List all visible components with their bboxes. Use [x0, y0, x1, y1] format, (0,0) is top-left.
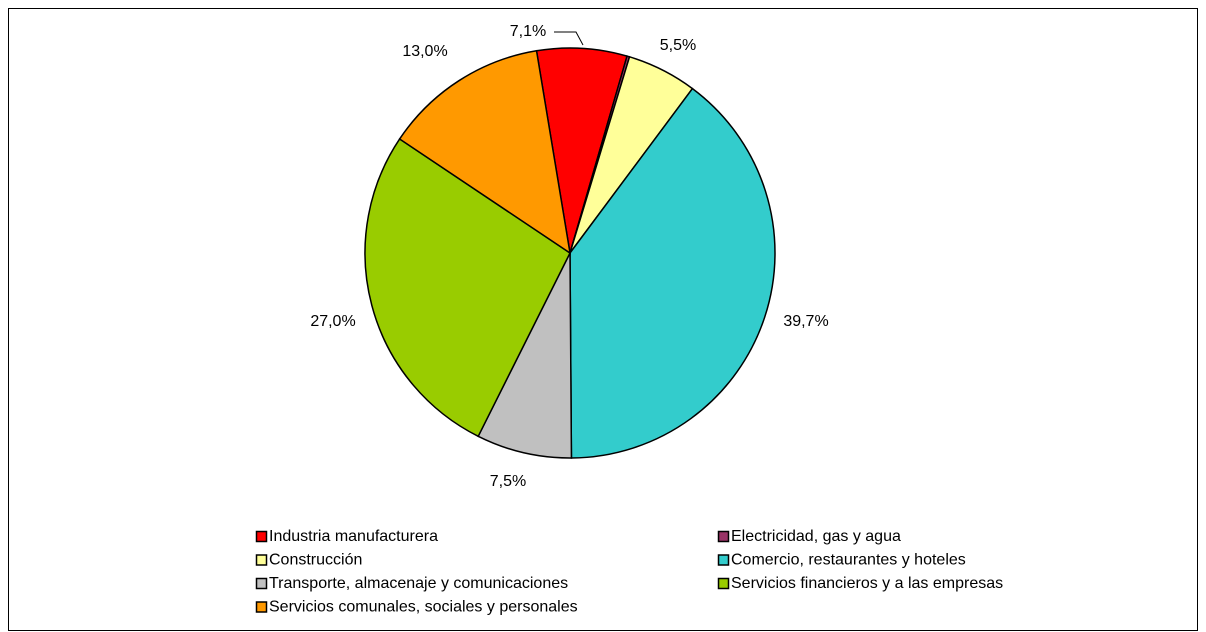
data-label: 39,7% — [783, 313, 828, 330]
legend-label: Electricidad, gas y agua — [731, 528, 901, 545]
data-label: 5,5% — [660, 37, 696, 54]
legend-label: Servicios comunales, sociales y personal… — [269, 599, 578, 616]
pie-slice — [364, 137, 571, 438]
leader-line — [554, 31, 584, 46]
legend-label: Servicios financieros y a las empresas — [731, 575, 1003, 592]
data-label: 7,1% — [510, 23, 546, 40]
data-label: 27,0% — [310, 313, 355, 330]
pie-slice — [477, 252, 573, 459]
legend-swatch — [717, 530, 730, 543]
legend-label: Comercio, restaurantes y hoteles — [731, 552, 966, 569]
pie-slice — [569, 87, 776, 459]
legend-swatch — [717, 554, 730, 566]
legend-label: Construcción — [269, 552, 362, 569]
legend-label: Industria manufacturera — [269, 528, 438, 545]
legend-swatch — [717, 577, 730, 590]
legend-swatch — [255, 577, 268, 590]
data-label: 7,5% — [490, 473, 526, 490]
legend-swatch — [255, 554, 268, 566]
pie-slice — [398, 49, 572, 255]
legend-swatch — [255, 601, 268, 613]
legend-label: Transporte, almacenaje y comunicaciones — [269, 575, 568, 592]
legend-swatch — [255, 530, 268, 543]
data-label: 13,0% — [402, 43, 447, 60]
